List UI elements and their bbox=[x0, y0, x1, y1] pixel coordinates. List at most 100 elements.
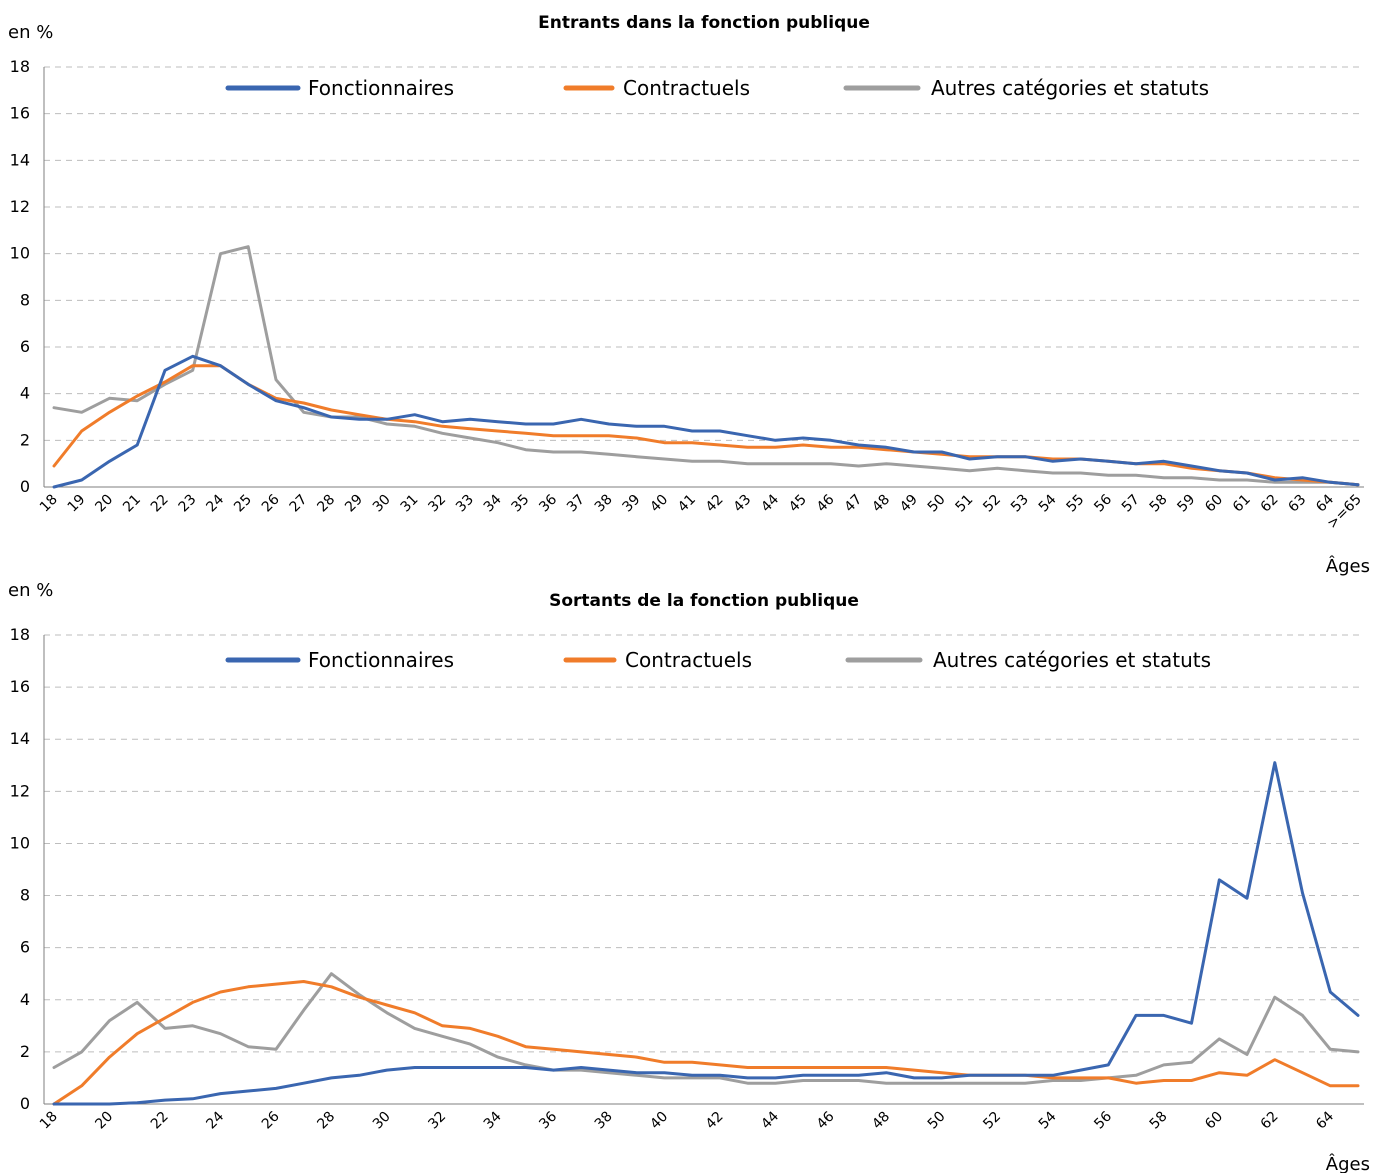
x-tick-label: 40 bbox=[647, 1109, 671, 1133]
x-tick-label: 38 bbox=[592, 1109, 616, 1133]
x-tick-label: 42 bbox=[703, 1109, 727, 1133]
y-tick-label: 4 bbox=[20, 384, 30, 403]
x-tick-label: 60 bbox=[1202, 492, 1226, 516]
y-tick-label: 8 bbox=[20, 886, 30, 905]
legend-label: Fonctionnaires bbox=[308, 76, 454, 100]
x-tick-label: 58 bbox=[1147, 1109, 1171, 1133]
x-tick-label: 62 bbox=[1258, 1109, 1282, 1133]
x-tick-label: 25 bbox=[231, 492, 255, 516]
y-tick-label: 0 bbox=[20, 1094, 30, 1113]
legend-label: Autres catégories et statuts bbox=[933, 648, 1211, 672]
y-axis-unit: en % bbox=[8, 22, 53, 43]
x-tick-label: 32 bbox=[425, 492, 449, 516]
series-line-autres bbox=[52, 245, 1360, 487]
y-tick-label: 10 bbox=[10, 833, 30, 852]
x-tick-label: 36 bbox=[536, 491, 560, 515]
x-tick-label: 28 bbox=[314, 492, 338, 516]
chart-title: Entrants dans la fonction publique bbox=[538, 13, 870, 33]
x-axis-label: Âges bbox=[1326, 1153, 1370, 1173]
x-tick-label: 44 bbox=[758, 491, 782, 515]
y-tick-label: 10 bbox=[10, 244, 30, 263]
x-tick-label: 20 bbox=[92, 492, 116, 516]
x-tick-label: 41 bbox=[675, 492, 699, 516]
chart-1: Entrants dans la fonction publique en % 0 2… bbox=[8, 13, 1370, 577]
x-tick-label: 30 bbox=[370, 492, 394, 516]
x-tick-label: 29 bbox=[342, 492, 366, 516]
x-tick-label: 18 bbox=[37, 492, 61, 516]
series-line-contractuels bbox=[52, 980, 1360, 1106]
x-tick-label: 37 bbox=[564, 492, 588, 516]
x-tick-label: 62 bbox=[1258, 492, 1282, 516]
y-tick-label: 8 bbox=[20, 290, 30, 309]
y-tick-label: 12 bbox=[10, 781, 30, 800]
x-tick-label: 49 bbox=[897, 492, 921, 516]
x-tick-label: 55 bbox=[1063, 492, 1087, 516]
x-tick-label: 52 bbox=[980, 1109, 1004, 1133]
x-tick-label: 64 bbox=[1313, 1108, 1337, 1132]
x-tick-label: 30 bbox=[370, 1109, 394, 1133]
legend-label: Autres catégories et statuts bbox=[931, 76, 1209, 100]
series-line-fonctionnaires bbox=[52, 354, 1360, 489]
x-tick-label: 26 bbox=[259, 1108, 283, 1132]
x-tick-label: 46 bbox=[814, 491, 838, 515]
x-tick-label: 44 bbox=[758, 1108, 782, 1132]
x-tick-label: 36 bbox=[536, 1108, 560, 1132]
x-tick-label: 24 bbox=[203, 1108, 227, 1132]
legend-label: Contractuels bbox=[623, 76, 750, 100]
y-tick-label: 4 bbox=[20, 990, 30, 1009]
legend-label: Fonctionnaires bbox=[308, 648, 454, 672]
x-axis-label: Âges bbox=[1326, 555, 1370, 577]
legend-label: Contractuels bbox=[625, 648, 752, 672]
x-tick-label: 61 bbox=[1230, 492, 1254, 516]
x-tick-label: 20 bbox=[92, 1109, 116, 1133]
series-line-autres bbox=[52, 972, 1360, 1085]
y-tick-label: 16 bbox=[10, 677, 30, 696]
x-tick-label: 56 bbox=[1091, 491, 1115, 515]
x-tick-label: 50 bbox=[925, 492, 949, 516]
y-tick-label: 0 bbox=[20, 477, 30, 496]
x-tick-label: 18 bbox=[37, 1109, 61, 1133]
x-tick-label: 39 bbox=[620, 492, 644, 516]
x-tick-label: 48 bbox=[869, 1109, 893, 1133]
x-tick-label: 52 bbox=[980, 492, 1004, 516]
x-tick-label: 40 bbox=[647, 492, 671, 516]
y-tick-label: 14 bbox=[10, 729, 30, 748]
x-tick-label: 38 bbox=[592, 492, 616, 516]
x-tick-label: 63 bbox=[1285, 492, 1309, 516]
y-tick-label: 2 bbox=[20, 430, 30, 449]
x-tick-label: 34 bbox=[481, 1108, 505, 1132]
x-tick-label: 35 bbox=[509, 492, 533, 516]
x-tick-label: 34 bbox=[481, 491, 505, 515]
x-tick-label: 51 bbox=[952, 492, 976, 516]
y-tick-label: 12 bbox=[10, 197, 30, 216]
y-tick-label: 2 bbox=[20, 1042, 30, 1061]
y-tick-label: 14 bbox=[10, 150, 30, 169]
x-tick-label: 48 bbox=[869, 492, 893, 516]
x-tick-label: 28 bbox=[314, 1109, 338, 1133]
y-tick-label: 6 bbox=[20, 938, 30, 957]
x-tick-label: 24 bbox=[203, 491, 227, 515]
x-tick-label: 45 bbox=[786, 492, 810, 516]
x-tick-label: 32 bbox=[425, 1109, 449, 1133]
y-tick-label: 18 bbox=[10, 625, 30, 644]
x-tick-label: 54 bbox=[1036, 1108, 1060, 1132]
x-tick-label: 58 bbox=[1147, 492, 1171, 516]
x-tick-label: 47 bbox=[842, 492, 866, 516]
y-tick-label: 6 bbox=[20, 337, 30, 356]
x-tick-label: 33 bbox=[453, 492, 477, 516]
x-tick-label: 60 bbox=[1202, 1109, 1226, 1133]
x-tick-label: 54 bbox=[1036, 491, 1060, 515]
x-tick-label: 22 bbox=[148, 1109, 172, 1133]
x-tick-label: 46 bbox=[814, 1108, 838, 1132]
x-tick-label: 31 bbox=[398, 492, 422, 516]
y-axis-unit: en % bbox=[8, 580, 53, 601]
series-line-fonctionnaires bbox=[52, 761, 1360, 1106]
x-tick-label: 57 bbox=[1119, 492, 1143, 516]
y-tick-label: 18 bbox=[10, 57, 30, 76]
x-tick-label: 56 bbox=[1091, 1108, 1115, 1132]
x-tick-label: 26 bbox=[259, 491, 283, 515]
x-tick-label: 53 bbox=[1008, 492, 1032, 516]
